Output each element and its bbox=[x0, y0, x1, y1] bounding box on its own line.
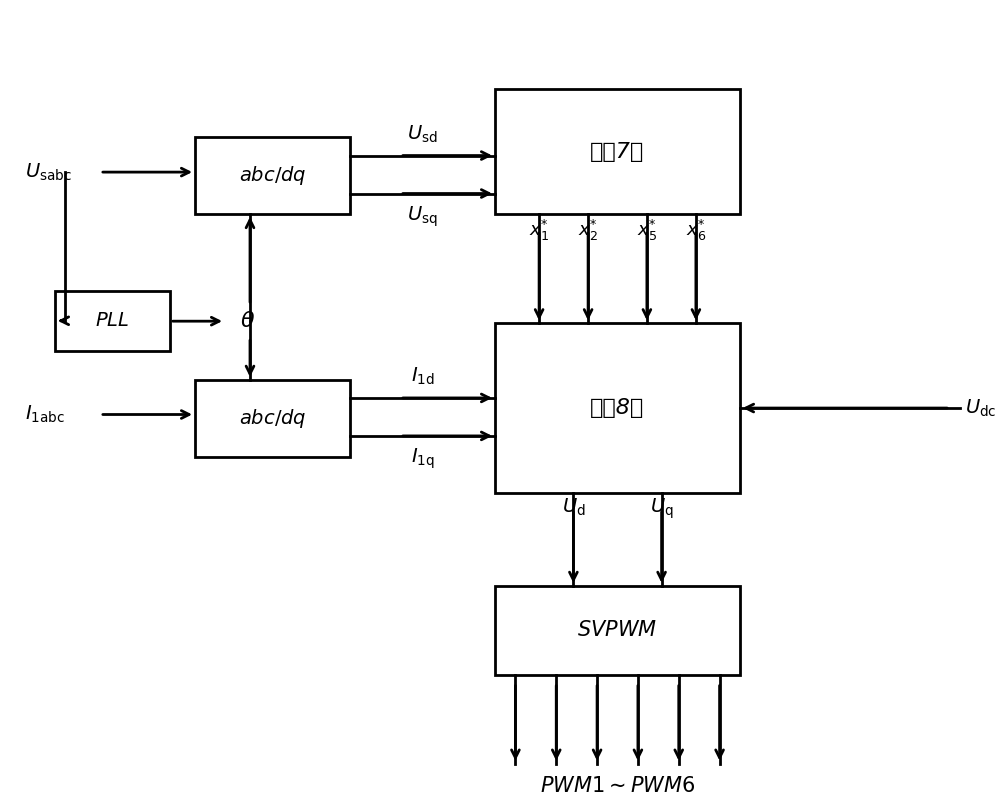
Text: $U_{\mathrm{q}}$: $U_{\mathrm{q}}$ bbox=[650, 497, 673, 521]
Text: $PLL$: $PLL$ bbox=[95, 312, 130, 330]
Text: $I_{\mathrm{1abc}}$: $I_{\mathrm{1abc}}$ bbox=[25, 404, 65, 425]
Bar bbox=[495, 586, 740, 675]
Text: $x_{2}^{*}$: $x_{2}^{*}$ bbox=[578, 218, 598, 243]
Bar bbox=[495, 89, 740, 214]
Text: 式（8）: 式（8） bbox=[590, 398, 645, 418]
Text: $U_{\mathrm{sq}}$: $U_{\mathrm{sq}}$ bbox=[407, 204, 438, 229]
Text: $U_{\mathrm{dc}}$: $U_{\mathrm{dc}}$ bbox=[965, 398, 997, 419]
Text: $x_{6}^{*}$: $x_{6}^{*}$ bbox=[686, 218, 706, 243]
Text: $U_{\mathrm{sd}}$: $U_{\mathrm{sd}}$ bbox=[407, 124, 438, 145]
Text: $abc/dq$: $abc/dq$ bbox=[239, 164, 306, 187]
Text: $U_{\mathrm{d}}$: $U_{\mathrm{d}}$ bbox=[562, 497, 585, 518]
Text: $PWM1{\sim}PWM6$: $PWM1{\sim}PWM6$ bbox=[540, 776, 695, 796]
Text: $abc/dq$: $abc/dq$ bbox=[239, 406, 306, 430]
Bar bbox=[495, 323, 740, 493]
Text: $SVPWM$: $SVPWM$ bbox=[577, 621, 658, 640]
Bar bbox=[195, 137, 350, 214]
Text: $I_{\mathrm{1d}}$: $I_{\mathrm{1d}}$ bbox=[411, 366, 434, 388]
Bar bbox=[55, 291, 170, 351]
Text: $x_{5}^{*}$: $x_{5}^{*}$ bbox=[637, 218, 657, 243]
Text: $x_{1}^{*}$: $x_{1}^{*}$ bbox=[529, 218, 549, 243]
Bar bbox=[195, 380, 350, 457]
Text: 式（7）: 式（7） bbox=[590, 141, 645, 162]
Text: $U_{\mathrm{sabc}}$: $U_{\mathrm{sabc}}$ bbox=[25, 162, 72, 183]
Text: $\theta$: $\theta$ bbox=[240, 310, 255, 332]
Text: $I_{\mathrm{1q}}$: $I_{\mathrm{1q}}$ bbox=[411, 446, 434, 471]
